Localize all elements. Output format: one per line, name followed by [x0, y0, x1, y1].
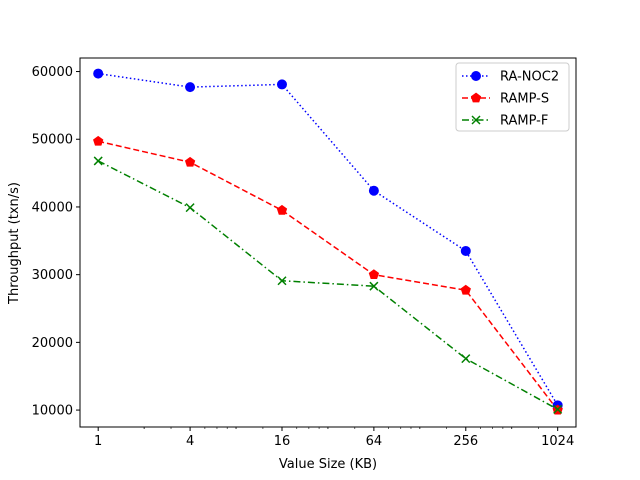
- legend-marker: [470, 92, 482, 103]
- data-point: [185, 82, 196, 93]
- legend: RA-NOC2 RAMP-S RAMP-F: [455, 62, 570, 132]
- legend-label: RAMP-F: [500, 114, 548, 129]
- y-tick-label: 60000: [32, 65, 73, 80]
- data-point: [276, 79, 287, 90]
- data-point: [461, 354, 471, 364]
- data-point: [368, 185, 379, 196]
- series-ra-noc2: [93, 68, 563, 411]
- y-tick-label: 30000: [32, 268, 73, 283]
- y-tick-label: 10000: [32, 404, 73, 419]
- series-line: [98, 140, 559, 411]
- legend-box: [455, 62, 570, 132]
- data-point: [277, 276, 287, 286]
- y-tick-label: 40000: [32, 200, 73, 215]
- legend-marker: [471, 115, 481, 125]
- x-tick-label: 64: [366, 434, 383, 449]
- legend-label: RA-NOC2: [500, 70, 559, 85]
- data-point: [460, 284, 471, 295]
- data-point: [93, 135, 104, 146]
- x-axis-label: Value Size (KB): [279, 457, 377, 472]
- data-point: [460, 245, 471, 256]
- y-tick-label: 50000: [32, 133, 73, 148]
- y-tick-label: 20000: [32, 336, 73, 351]
- data-point: [93, 68, 104, 79]
- series-ramp-s: [93, 135, 563, 415]
- data-point: [369, 281, 379, 291]
- series-line: [98, 72, 559, 406]
- legend-label: RAMP-S: [500, 92, 549, 107]
- data-point: [185, 203, 195, 213]
- legend-entry: RAMP-S: [462, 92, 549, 107]
- axes: 1 4 16 64 256 1024 10000 20000 30000 40000 50000 60…: [32, 57, 577, 449]
- data-point: [553, 404, 563, 414]
- x-tick-label: 1: [94, 434, 102, 449]
- data-point: [368, 269, 380, 280]
- legend-entry: RA-NOC2: [462, 70, 559, 85]
- legend-marker: [471, 71, 481, 81]
- data-point: [184, 156, 196, 167]
- data-point: [276, 204, 288, 215]
- y-axis-label: Throughput (txn/s): [7, 182, 22, 305]
- x-tick-label: 256: [453, 434, 478, 449]
- data-point: [93, 156, 103, 166]
- x-tick-label: 16: [274, 434, 291, 449]
- plot-area: [93, 68, 563, 415]
- legend-entry: RAMP-F: [462, 114, 548, 129]
- series-ramp-f: [93, 156, 563, 414]
- x-tick-label: 4: [186, 434, 194, 449]
- x-tick-label: 1024: [541, 434, 574, 449]
- series-line: [97, 160, 559, 411]
